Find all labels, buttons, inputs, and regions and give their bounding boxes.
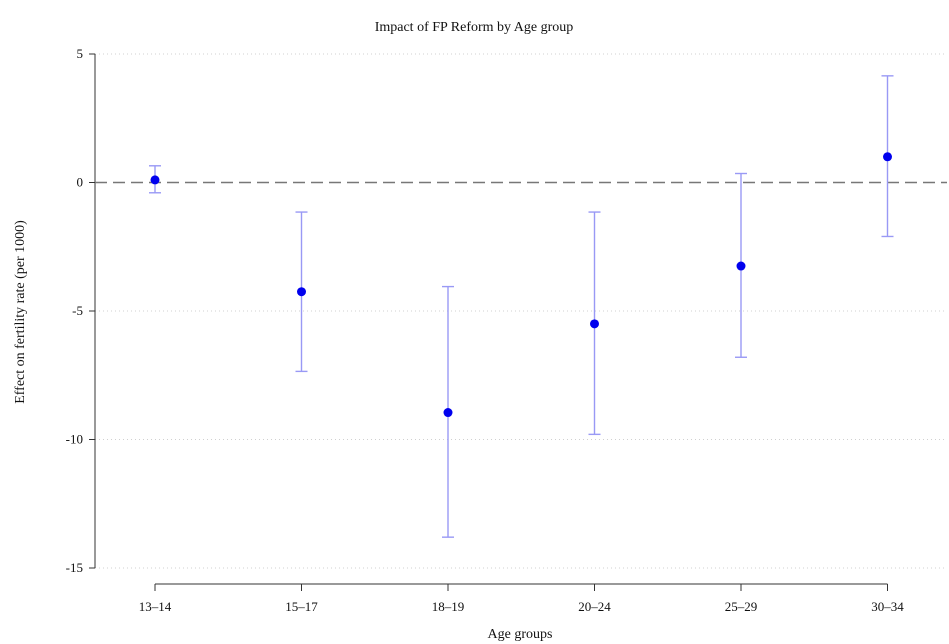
x-axis-label: Age groups [488,627,553,642]
data-point [297,287,306,297]
x-tick-label: 15–17 [285,599,318,614]
data-point [883,152,892,162]
point-estimates [150,152,892,418]
x-axis: 13–14 15–17 18–19 20–24 25–29 30–34 [139,583,904,614]
x-tick-label: 18–19 [432,599,465,614]
data-point [736,261,746,271]
confidence-intervals [149,75,894,538]
chart-title: Impact of FP Reform by Age group [375,20,574,35]
y-tick-label: -15 [66,560,83,575]
data-point [443,408,453,418]
y-tick-label: -5 [72,303,83,318]
y-tick-label: -10 [66,432,83,447]
x-tick-label: 20–24 [578,599,611,614]
x-tick-label: 30–34 [871,599,904,614]
x-tick-label: 25–29 [725,599,758,614]
y-axis: 5 0 -5 -10 -15 [66,46,96,575]
data-point [150,175,160,185]
y-axis-label: Effect on fertility rate (per 1000) [13,220,28,404]
gridlines [95,53,947,569]
y-tick-label: 5 [77,46,84,61]
y-tick-label: 0 [77,175,84,190]
x-tick-label: 13–14 [139,599,172,614]
data-point [590,319,599,329]
